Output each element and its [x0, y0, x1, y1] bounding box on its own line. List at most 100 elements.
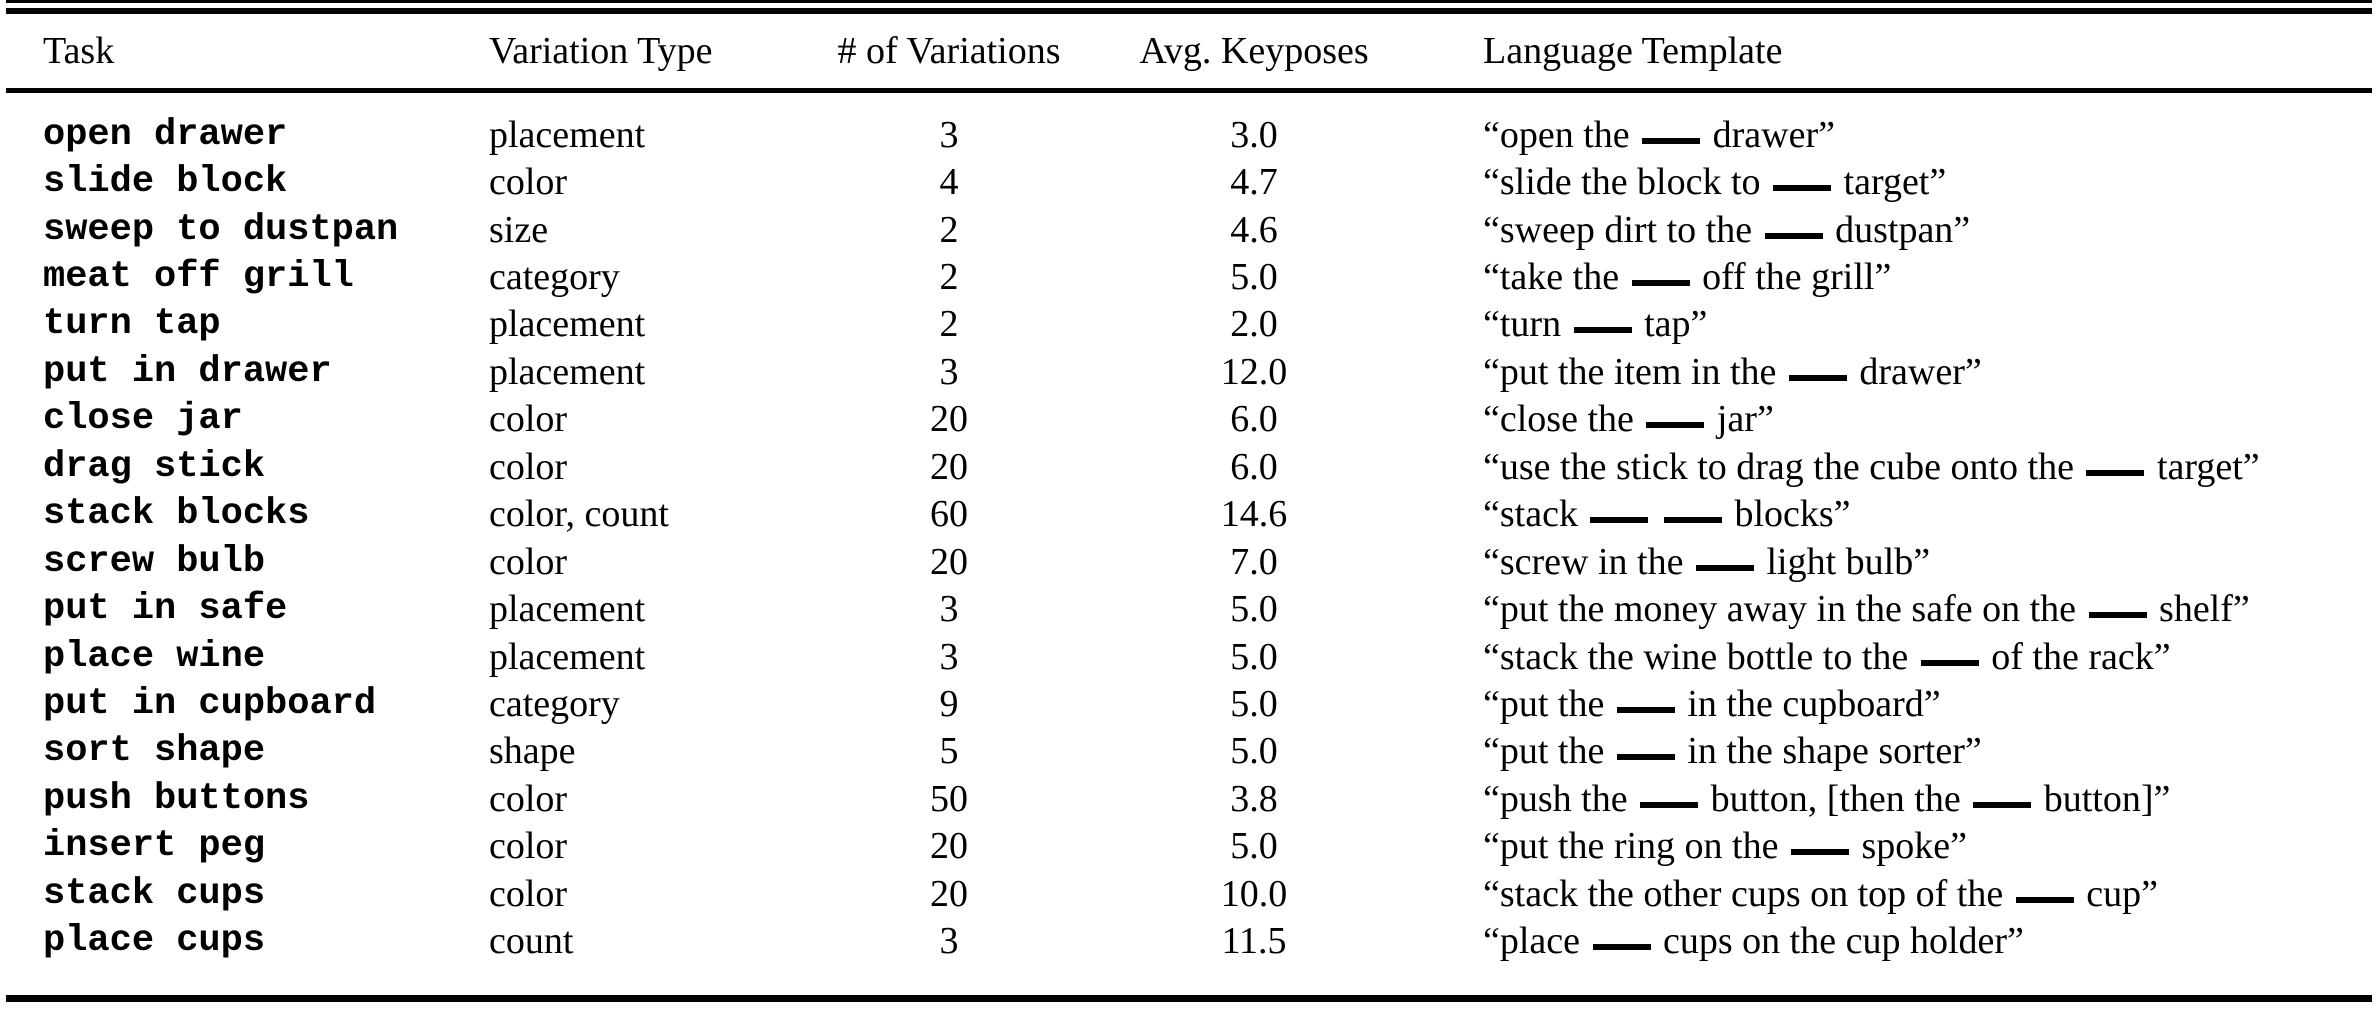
blank-slot-bar [1640, 801, 1699, 808]
blank-slot-bar [1788, 374, 1847, 381]
table-row: sort shape shape 5 5.0 “put the in the shape… [6, 728, 2372, 775]
avg-keyposes-cell: 5.0 [1230, 256, 1278, 299]
num-variations-cell: 20 [930, 872, 968, 915]
task-name-cell: stack cups [43, 872, 266, 915]
variation-type-cell: shape [489, 730, 576, 773]
num-variations-cell: 4 [939, 161, 959, 204]
language-template-cell: “turn tap” [1483, 303, 1708, 346]
avg-keyposes-cell: 5.0 [1230, 635, 1278, 678]
avg-keyposes-cell: 3.0 [1230, 113, 1278, 156]
avg-keyposes-cell: 7.0 [1230, 540, 1278, 583]
table-row: put in safe placement 3 5.0 “put the money a… [6, 585, 2372, 632]
table-row: insert peg color 20 5.0 “put the ring on the… [6, 823, 2372, 870]
language-template-cell: “put the in the shape sorter” [1483, 730, 1982, 773]
table-row: stack cups color 20 10.0 “stack the other cu… [6, 870, 2372, 917]
language-template-cell: “open the drawer” [1483, 113, 1836, 156]
num-variations-cell: 3 [939, 920, 959, 963]
avg-keyposes-cell: 4.7 [1230, 161, 1278, 204]
language-template-cell: “put the item in the drawer” [1483, 350, 1982, 393]
language-template-cell: “put the money away in the safe on the s… [1483, 588, 2250, 631]
num-variations-cell: 2 [939, 208, 959, 251]
blank-slot-bar [1920, 659, 1979, 666]
variation-type-cell: color [489, 825, 568, 868]
language-template-cell: “place cups on the cup holder” [1483, 920, 2024, 963]
language-template-cell: “put the ring on the spoke” [1483, 825, 1968, 868]
language-template-cell: “stack the wine bottle to the of the rac… [1483, 635, 2171, 678]
table-row: sweep to dustpan size 2 4.6 “sweep dirt to t… [6, 206, 2372, 253]
task-name-cell: place cups [43, 920, 266, 963]
variation-type-cell: color [489, 398, 568, 441]
blank-slot-bar [1590, 517, 1649, 524]
variation-type-cell: size [489, 208, 549, 251]
language-template-cell: “stack the other cups on top of the cup” [1483, 872, 2158, 915]
avg-keyposes-cell: 5.0 [1230, 730, 1278, 773]
table-body: open drawer placement 3 3.0 “open the drawer… [6, 93, 2372, 995]
blank-slot-bar [1663, 517, 1722, 524]
task-variations-table: Task Variation Type # of Variations Avg.… [6, 0, 2372, 1002]
table-row: open drawer placement 3 3.0 “open the drawer… [6, 111, 2372, 158]
table-row: place wine placement 3 5.0 “stack the wine b… [6, 633, 2372, 680]
blank-slot-bar [2015, 896, 2074, 903]
avg-keyposes-cell: 5.0 [1230, 588, 1278, 631]
variation-type-cell: category [489, 682, 620, 725]
num-variations-cell: 5 [939, 730, 959, 773]
language-template-cell: “sweep dirt to the dustpan” [1483, 208, 1971, 251]
blank-slot-bar [1764, 232, 1823, 239]
blank-slot-bar [2086, 469, 2145, 476]
task-name-cell: sweep to dustpan [43, 208, 399, 251]
task-name-cell: screw bulb [43, 540, 266, 583]
avg-keyposes-cell: 4.6 [1230, 208, 1278, 251]
avg-keyposes-cell: 5.0 [1230, 825, 1278, 868]
avg-keyposes-cell: 5.0 [1230, 682, 1278, 725]
task-name-cell: put in drawer [43, 350, 332, 393]
variation-type-cell: category [489, 256, 620, 299]
language-template-cell: “push the button, [then the button]” [1483, 777, 2171, 820]
variation-type-cell: placement [489, 113, 646, 156]
task-name-cell: meat off grill [43, 256, 354, 299]
blank-slot-bar [1631, 280, 1690, 287]
top-rule-thin [6, 0, 2372, 3]
language-template-cell: “close the jar” [1483, 398, 1774, 441]
column-header-task: Task [43, 30, 115, 72]
blank-slot-bar [1973, 801, 2032, 808]
blank-slot-bar [1773, 185, 1832, 192]
variation-type-cell: placement [489, 588, 646, 631]
num-variations-cell: 60 [930, 493, 968, 536]
task-name-cell: sort shape [43, 730, 266, 773]
task-name-cell: place wine [43, 635, 266, 678]
variation-type-cell: color [489, 161, 568, 204]
language-template-cell: “slide the block to target” [1483, 161, 1947, 204]
avg-keyposes-cell: 6.0 [1230, 445, 1278, 488]
blank-slot-bar [1695, 564, 1754, 571]
avg-keyposes-cell: 11.5 [1221, 920, 1287, 963]
blank-slot-bar [1646, 422, 1705, 429]
table-row: push buttons color 50 3.8 “push the button, … [6, 775, 2372, 822]
language-template-cell: “screw in the light bulb” [1483, 540, 1931, 583]
column-header-num-variations: # of Variations [837, 30, 1061, 72]
header-separator-rule [6, 88, 2372, 93]
avg-keyposes-cell: 2.0 [1230, 303, 1278, 346]
task-name-cell: push buttons [43, 777, 310, 820]
table-header-row: Task Variation Type # of Variations Avg.… [6, 14, 2372, 88]
table-row: stack blocks color, count 60 14.6 “stack blo… [6, 491, 2372, 538]
variation-type-cell: color [489, 777, 568, 820]
variation-type-cell: color, count [489, 493, 669, 536]
variation-type-cell: color [489, 872, 568, 915]
variation-type-cell: placement [489, 635, 646, 678]
avg-keyposes-cell: 10.0 [1220, 872, 1288, 915]
num-variations-cell: 20 [930, 825, 968, 868]
table-row: turn tap placement 2 2.0 “turn tap” [6, 301, 2372, 348]
column-header-avg-keyposes: Avg. Keyposes [1139, 30, 1369, 72]
table-row: screw bulb color 20 7.0 “screw in the light … [6, 538, 2372, 585]
task-name-cell: turn tap [43, 303, 221, 346]
task-name-cell: put in cupboard [43, 682, 377, 725]
table-row: close jar color 20 6.0 “close the jar” [6, 396, 2372, 443]
num-variations-cell: 50 [930, 777, 968, 820]
task-name-cell: close jar [43, 398, 243, 441]
table-row: slide block color 4 4.7 “slide the block to … [6, 158, 2372, 205]
language-template-cell: “stack blocks” [1483, 493, 1851, 536]
table-row: put in drawer placement 3 12.0 “put the item… [6, 348, 2372, 395]
task-name-cell: slide block [43, 161, 288, 204]
variation-type-cell: color [489, 540, 568, 583]
blank-slot-bar [1616, 706, 1675, 713]
